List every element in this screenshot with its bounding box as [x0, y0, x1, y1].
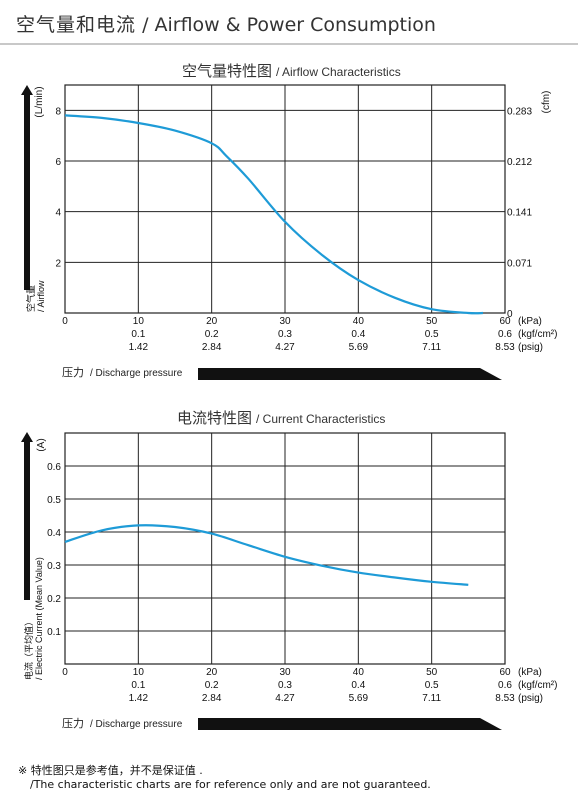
current-y-label-cn: 电流（平均值）: [23, 617, 34, 680]
current-x-tick-kpa: 60: [499, 667, 511, 678]
title-divider: [0, 43, 578, 45]
airflow-x-tick-kpa: 60: [499, 316, 511, 327]
airflow-x-tick-psig: 4.27: [275, 342, 295, 353]
airflow-x-tick-kgf: 0.2: [205, 329, 219, 340]
current-x-ticks: 0 10 20 30 40 50 60 (kPa) 0.1 0.2 0.3 0.4 0.5 0.6 (kgf…: [62, 667, 557, 704]
current-pressure-label-cn: 压力: [62, 717, 84, 730]
current-y-tick-label: 0.2: [47, 594, 61, 605]
current-x-tick-psig: 4.27: [275, 693, 295, 704]
current-chart-title-cn: 电流特性图: [177, 409, 252, 427]
current-grid: [64, 432, 506, 665]
current-x-tick-kpa: 40: [353, 667, 365, 678]
current-y-label-en: / Electric Current (Mean Value): [34, 557, 44, 680]
airflow-x-tick-kpa: 10: [133, 316, 145, 327]
airflow-chart-title-cn: 空气量特性图: [182, 62, 272, 80]
current-y-unit-left: (A): [36, 438, 47, 451]
airflow-x-tick-kpa: 30: [279, 316, 291, 327]
current-x-tick-psig: 1.42: [129, 693, 149, 704]
airflow-x-tick-psig: 7.11: [422, 342, 441, 353]
airflow-y-unit-left: (L/min): [34, 86, 45, 117]
current-x-tick-kpa: 30: [279, 667, 291, 678]
current-y-axis-arrow: [21, 432, 33, 600]
airflow-pressure-label-en: / Discharge pressure: [90, 368, 183, 379]
airflow-y-unit-right: (cfm): [541, 91, 552, 114]
airflow-y-label-en: / Airflow: [36, 280, 46, 312]
airflow-y-axis-arrow: [21, 85, 33, 290]
current-x-tick-psig: 8.53: [495, 693, 515, 704]
reference-note-en: /The characteristic charts are for refer…: [30, 778, 431, 791]
airflow-y-tick-label: 2: [55, 258, 61, 269]
airflow-x-tick-kgf: 0.3: [278, 329, 292, 340]
airflow-pressure-arrow: [198, 368, 502, 380]
airflow-x-tick-kpa: 40: [353, 316, 365, 327]
airflow-y-tick-label: 4: [55, 208, 61, 219]
airflow-y-right-tick-label: 0: [507, 309, 513, 320]
airflow-x-ticks: 0 10 20 30 40 50 60 (kPa) 0.1 0.2 0.3 0.4 0.5 0.6 (kgf…: [62, 316, 557, 353]
current-chart: 电流特性图 / Current Characteristics (A) 电流（平…: [21, 409, 557, 730]
current-y-tick-label: 0.5: [47, 495, 61, 506]
airflow-y-right-tick-label: 0.212: [507, 157, 532, 168]
page-title-en: / Airflow & Power Consumption: [142, 14, 436, 36]
current-x-tick-kgf: 0.6: [498, 680, 512, 691]
current-x-tick-kpa: 0: [62, 667, 68, 678]
airflow-x-tick-kgf: 0.1: [131, 329, 145, 340]
airflow-chart: 空气量特性图 / Airflow Characteristics (L/min)…: [21, 62, 557, 380]
current-series-line: [64, 524, 469, 586]
airflow-y-ticks: 2 4 6 8: [55, 106, 61, 269]
current-x-tick-kgf: 0.2: [205, 680, 219, 691]
current-y-tick-label: 0.6: [47, 462, 61, 473]
airflow-x-unit-psig: (psig): [518, 342, 543, 353]
current-x-unit-kpa: (kPa): [518, 667, 542, 678]
reference-note-cn: ※ 特性图只是参考值，并不是保证值 .: [18, 764, 203, 777]
airflow-x-tick-psig: 8.53: [495, 342, 515, 353]
airflow-x-tick-kpa: 50: [426, 316, 438, 327]
airflow-x-tick-psig: 2.84: [202, 342, 222, 353]
current-x-tick-psig: 5.69: [349, 693, 369, 704]
current-x-unit-kgf: (kgf/cm²): [518, 680, 557, 691]
current-x-tick-psig: 2.84: [202, 693, 222, 704]
airflow-series-line: [64, 114, 484, 315]
airflow-x-tick-kgf: 0.6: [498, 329, 512, 340]
airflow-x-tick-kgf: 0.5: [425, 329, 439, 340]
current-chart-title-en: / Current Characteristics: [256, 412, 385, 426]
airflow-y-right-tick-label: 0.283: [507, 106, 532, 117]
page-title: 空气量和电流 / Airflow & Power Consumption: [16, 10, 436, 37]
airflow-x-tick-kpa: 0: [62, 316, 68, 327]
current-x-tick-kgf: 0.1: [131, 680, 145, 691]
current-x-tick-kpa: 50: [426, 667, 438, 678]
airflow-y-right-tick-label: 0.071: [507, 258, 532, 269]
airflow-y-tick-label: 6: [55, 157, 61, 168]
airflow-pressure-label-cn: 压力: [62, 366, 84, 379]
airflow-x-tick-kgf: 0.4: [351, 329, 365, 340]
airflow-y-ticks-right: 0 0.071 0.141 0.212 0.283: [507, 106, 532, 320]
current-y-tick-label: 0.4: [47, 528, 61, 539]
airflow-x-tick-kpa: 20: [206, 316, 218, 327]
airflow-y-label-cn: 空气量: [25, 285, 36, 312]
current-y-tick-label: 0.3: [47, 561, 61, 572]
current-x-tick-kgf: 0.3: [278, 680, 292, 691]
current-x-tick-kpa: 10: [133, 667, 145, 678]
current-pressure-arrow: [198, 718, 502, 730]
current-pressure-label-en: / Discharge pressure: [90, 719, 183, 730]
airflow-grid: [64, 84, 506, 314]
airflow-y-right-tick-label: 0.141: [507, 208, 532, 219]
current-x-tick-kpa: 20: [206, 667, 218, 678]
airflow-chart-title-en: / Airflow Characteristics: [276, 65, 401, 79]
page-title-cn: 空气量和电流: [16, 14, 137, 36]
airflow-x-unit-kgf: (kgf/cm²): [518, 329, 557, 340]
current-x-tick-kgf: 0.4: [351, 680, 365, 691]
airflow-y-tick-label: 8: [55, 106, 61, 117]
current-x-unit-psig: (psig): [518, 693, 543, 704]
airflow-x-unit-kpa: (kPa): [518, 316, 542, 327]
current-y-ticks: 0.1 0.2 0.3 0.4 0.5 0.6: [47, 462, 61, 638]
airflow-x-tick-psig: 1.42: [129, 342, 149, 353]
current-x-tick-psig: 7.11: [422, 693, 441, 704]
airflow-x-tick-psig: 5.69: [349, 342, 369, 353]
current-x-tick-kgf: 0.5: [425, 680, 439, 691]
current-y-tick-label: 0.1: [47, 627, 61, 638]
